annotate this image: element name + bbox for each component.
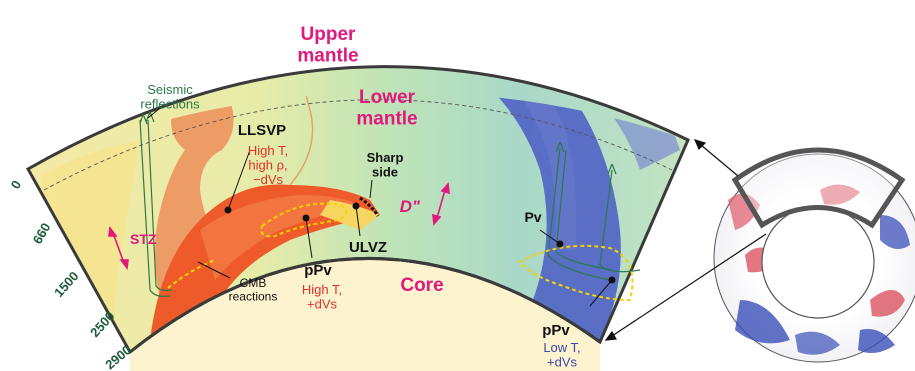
connector-arrows <box>604 139 767 341</box>
seismic-ray-paths <box>139 111 641 297</box>
core-label: Core <box>400 275 443 296</box>
dashed-660-boundary <box>43 99 673 191</box>
ppv-left-properties: High T, +dVs <box>302 282 342 312</box>
cmb-dashed-line <box>167 259 216 289</box>
inset-globe <box>713 147 915 363</box>
ppv-left-dashed-loop <box>260 202 347 238</box>
ppv-right-title: pPv <box>542 322 570 339</box>
sharp-side-marker <box>359 196 380 217</box>
ppv-right-dashed-loop <box>518 244 634 302</box>
dashed-features <box>167 196 634 302</box>
lower-mantle-label: Lower mantle <box>356 87 417 129</box>
inset-wedge <box>731 147 906 229</box>
leader-lines <box>147 107 616 307</box>
upper-mantle-label: Upper mantle <box>297 24 358 66</box>
llsvp-properties: High T, high ρ, −dVs <box>248 143 288 187</box>
ppv-left-title: pPv <box>304 262 332 279</box>
llsvp-title: LLSVP <box>238 122 286 139</box>
pv-label: Pv <box>524 209 541 225</box>
depth-tick-660: 660 <box>30 220 54 246</box>
d-double-prime-label: D" <box>400 197 421 216</box>
labels: Upper mantle Lower mantle Core D" Seismic r… <box>130 24 581 370</box>
cold-slab <box>420 91 621 340</box>
mantle-sector <box>25 65 690 371</box>
core <box>130 258 600 371</box>
ppv-right-properties: Low T, +dVs <box>543 340 580 370</box>
ulvz-label: ULVZ <box>349 239 387 256</box>
depth-tick-0: 0 <box>8 178 25 192</box>
depth-tick-1500: 1500 <box>51 268 81 300</box>
stz-label: STZ <box>130 231 157 247</box>
sharp-side-label: Sharp side <box>367 150 404 180</box>
seismic-reflections-label: Seismic reflections <box>140 82 200 112</box>
cmb-reactions-label: CMB reactions <box>229 276 278 303</box>
magenta-arrows <box>108 182 450 271</box>
